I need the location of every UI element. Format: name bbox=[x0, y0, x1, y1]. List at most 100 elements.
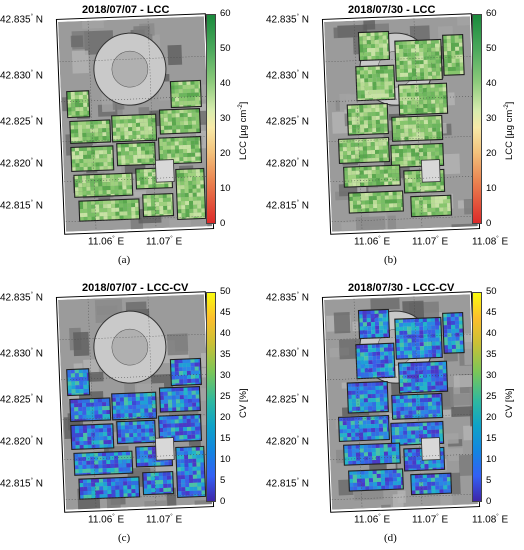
colorbar bbox=[472, 292, 482, 502]
colorbar-tick-label: 5 bbox=[220, 475, 226, 486]
imagery-patch bbox=[335, 449, 345, 464]
crop-field bbox=[78, 476, 141, 500]
lat-value: 42.820 bbox=[266, 158, 297, 170]
colorbar bbox=[472, 14, 482, 224]
colorbar-tick-label: 50 bbox=[220, 43, 231, 54]
imagery-patch bbox=[96, 305, 118, 315]
crop-field bbox=[357, 30, 391, 62]
colorbar-label-close: ] bbox=[504, 101, 516, 105]
colorbar-label: LCC [µg cm-2] bbox=[504, 102, 515, 160]
lat-hemisphere: N bbox=[35, 436, 44, 448]
crop-field bbox=[175, 445, 207, 499]
panel-sublabel: (c) bbox=[118, 532, 131, 544]
imagery-patch bbox=[450, 472, 461, 495]
map-frame bbox=[55, 291, 215, 513]
latitude-tick-label: 42.825° N bbox=[266, 116, 309, 127]
imagery-patch bbox=[451, 223, 478, 232]
lat-gridline bbox=[64, 453, 211, 461]
panel-sublabel: (d) bbox=[384, 532, 397, 544]
longitude-tick-label: 11.06° E bbox=[88, 514, 124, 525]
crop-field bbox=[78, 198, 141, 222]
crop-field bbox=[442, 311, 465, 354]
lon-value: 11.06 bbox=[88, 514, 113, 526]
degree-sign: ° bbox=[30, 394, 33, 400]
imagery-patch bbox=[370, 297, 400, 311]
imagery-patch bbox=[339, 347, 350, 356]
map-panel: 2018/07/30 - LCC-CV 42.835° N 42.830° N 42.… bbox=[266, 278, 524, 550]
lon-value: 11.07 bbox=[412, 236, 437, 248]
crop-field bbox=[355, 342, 396, 380]
colorbar-label-close: ] bbox=[238, 101, 250, 105]
lat-hemisphere: N bbox=[301, 116, 310, 128]
lat-hemisphere: N bbox=[35, 158, 44, 170]
longitude-tick-label: 11.07° E bbox=[412, 236, 448, 247]
crop-field bbox=[346, 380, 389, 414]
lat-hemisphere: N bbox=[301, 348, 310, 360]
crop-field bbox=[70, 145, 115, 173]
colorbar-label: CV [%] bbox=[504, 388, 515, 418]
latitude-tick-label: 42.825° N bbox=[266, 394, 309, 405]
latitude-tick-label: 42.815° N bbox=[266, 478, 309, 489]
latitude-tick-label: 42.835° N bbox=[0, 14, 43, 25]
lat-gridline bbox=[325, 55, 472, 63]
lat-hemisphere: N bbox=[301, 436, 310, 448]
degree-sign: ° bbox=[378, 514, 381, 520]
colorbar-tick-label: 45 bbox=[220, 307, 231, 318]
latitude-tick-label: 42.830° N bbox=[0, 348, 43, 359]
lat-value: 42.830 bbox=[0, 70, 31, 82]
imagery-patch bbox=[333, 312, 351, 334]
lat-value: 42.825 bbox=[0, 116, 31, 128]
lat-hemisphere: N bbox=[35, 292, 44, 304]
colorbar-label-exponent: -2 bbox=[504, 104, 510, 110]
latitude-tick-label: 42.815° N bbox=[0, 478, 43, 489]
colorbar-tick-label: 10 bbox=[220, 454, 231, 465]
map-panel: 2018/07/30 - LCC 42.835° N 42.830° N 42.825… bbox=[266, 0, 524, 272]
lon-hemisphere: E bbox=[175, 514, 183, 526]
lon-value: 11.08 bbox=[472, 236, 497, 248]
lat-value: 42.820 bbox=[266, 436, 297, 448]
colorbar-tick-label: 40 bbox=[486, 78, 497, 89]
colorbar-label: LCC [µg cm-2] bbox=[238, 102, 249, 160]
imagery-patch bbox=[82, 20, 104, 29]
crop-field bbox=[169, 357, 202, 387]
latitude-tick-label: 42.835° N bbox=[266, 292, 309, 303]
longitude-tick-label: 11.07° E bbox=[146, 514, 182, 525]
latitude-tick-label: 42.820° N bbox=[0, 158, 43, 169]
lon-gridline bbox=[147, 18, 157, 229]
crop-field bbox=[69, 119, 112, 145]
latitude-tick-label: 42.830° N bbox=[266, 348, 309, 359]
lat-gridline bbox=[59, 55, 206, 63]
field-map bbox=[58, 16, 212, 232]
lat-value: 42.815 bbox=[266, 200, 297, 212]
crop-field bbox=[169, 79, 202, 109]
crop-field bbox=[337, 136, 391, 164]
degree-sign: ° bbox=[378, 236, 381, 242]
lat-value: 42.820 bbox=[0, 436, 31, 448]
degree-sign: ° bbox=[296, 200, 299, 206]
imagery-patch bbox=[73, 331, 90, 357]
latitude-tick-label: 42.830° N bbox=[0, 70, 43, 81]
latitude-tick-label: 42.820° N bbox=[266, 436, 309, 447]
crop-field bbox=[111, 113, 158, 143]
colorbar-tick-label: 0 bbox=[486, 218, 492, 229]
latitude-tick-label: 42.835° N bbox=[0, 292, 43, 303]
lat-value: 42.835 bbox=[266, 292, 297, 304]
lat-hemisphere: N bbox=[35, 200, 44, 212]
imagery-patch bbox=[439, 153, 461, 175]
imagery-patch bbox=[439, 491, 454, 510]
lat-gridline bbox=[61, 373, 207, 381]
lat-hemisphere: N bbox=[35, 70, 44, 82]
lat-gridline bbox=[62, 413, 209, 421]
imagery-patch bbox=[144, 500, 168, 510]
degree-sign: ° bbox=[296, 348, 299, 354]
crop-field bbox=[397, 360, 449, 394]
lat-hemisphere: N bbox=[35, 348, 44, 360]
lon-value: 11.06 bbox=[354, 236, 379, 248]
lat-hemisphere: N bbox=[301, 394, 310, 406]
colorbar-label: CV [%] bbox=[238, 388, 249, 418]
colorbar-tick-label: 15 bbox=[220, 433, 231, 444]
imagery-patch bbox=[397, 490, 406, 504]
degree-sign: ° bbox=[296, 70, 299, 76]
lon-hemisphere: E bbox=[383, 236, 391, 248]
lat-value: 42.815 bbox=[0, 478, 31, 490]
